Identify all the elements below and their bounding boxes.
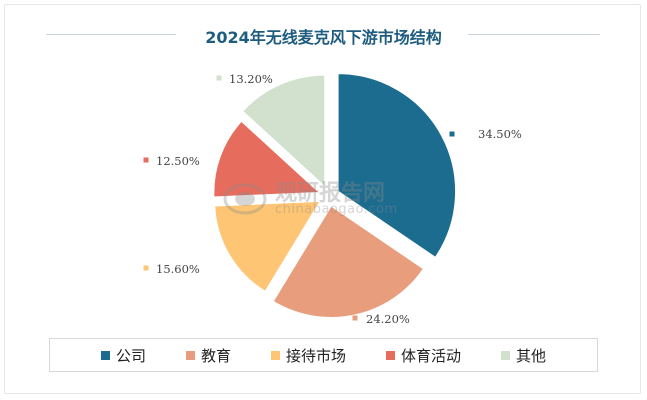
legend-swatch-hospitality	[270, 350, 280, 360]
legend-label-sports: 体育活动	[401, 346, 462, 365]
legend-swatch-education	[185, 350, 195, 360]
title-rule-right	[468, 34, 600, 35]
chart-title: 2024年无线麦克风下游市场结构	[205, 28, 442, 47]
legend-label-hospitality: 接待市场	[285, 346, 346, 365]
data-label-sports: 12.50%	[156, 154, 200, 168]
legend-label-other: 其他	[516, 346, 547, 365]
chart-frame	[4, 4, 641, 394]
label-marker-other	[216, 75, 222, 81]
pie-labels: 34.50% 24.20% 15.60% 12.50% 13.20%	[143, 72, 522, 326]
legend-label-education: 教育	[200, 346, 231, 365]
label-marker-education	[352, 315, 358, 321]
title-rule-left	[46, 34, 176, 35]
data-label-education: 24.20%	[366, 312, 410, 326]
label-marker-company	[449, 131, 455, 137]
pie-slice-other	[241, 74, 326, 189]
legend-label-company: 公司	[115, 346, 146, 365]
legend-swatch-other	[501, 350, 511, 360]
pie-slices	[212, 72, 457, 319]
chart-legend: 公司 教育 接待市场 体育活动 其他	[49, 338, 598, 372]
legend-swatch-company	[100, 350, 110, 360]
label-marker-hospitality	[143, 265, 149, 271]
label-marker-sports	[143, 157, 149, 163]
pie-slice-company	[337, 72, 457, 259]
data-label-company: 34.50%	[478, 127, 522, 141]
pie-slice-education	[271, 204, 425, 319]
legend-item-sports: 体育活动	[386, 345, 461, 366]
legend-item-company: 公司	[100, 345, 146, 366]
data-label-hospitality: 15.60%	[156, 262, 200, 276]
legend-item-education: 教育	[185, 345, 231, 366]
legend-item-hospitality: 接待市场	[270, 345, 346, 366]
pie-slice-hospitality	[213, 200, 322, 293]
legend-item-other: 其他	[501, 345, 546, 366]
legend-swatch-sports	[386, 350, 395, 360]
pie-slice-sports	[212, 119, 322, 199]
data-label-other: 13.20%	[229, 72, 273, 86]
